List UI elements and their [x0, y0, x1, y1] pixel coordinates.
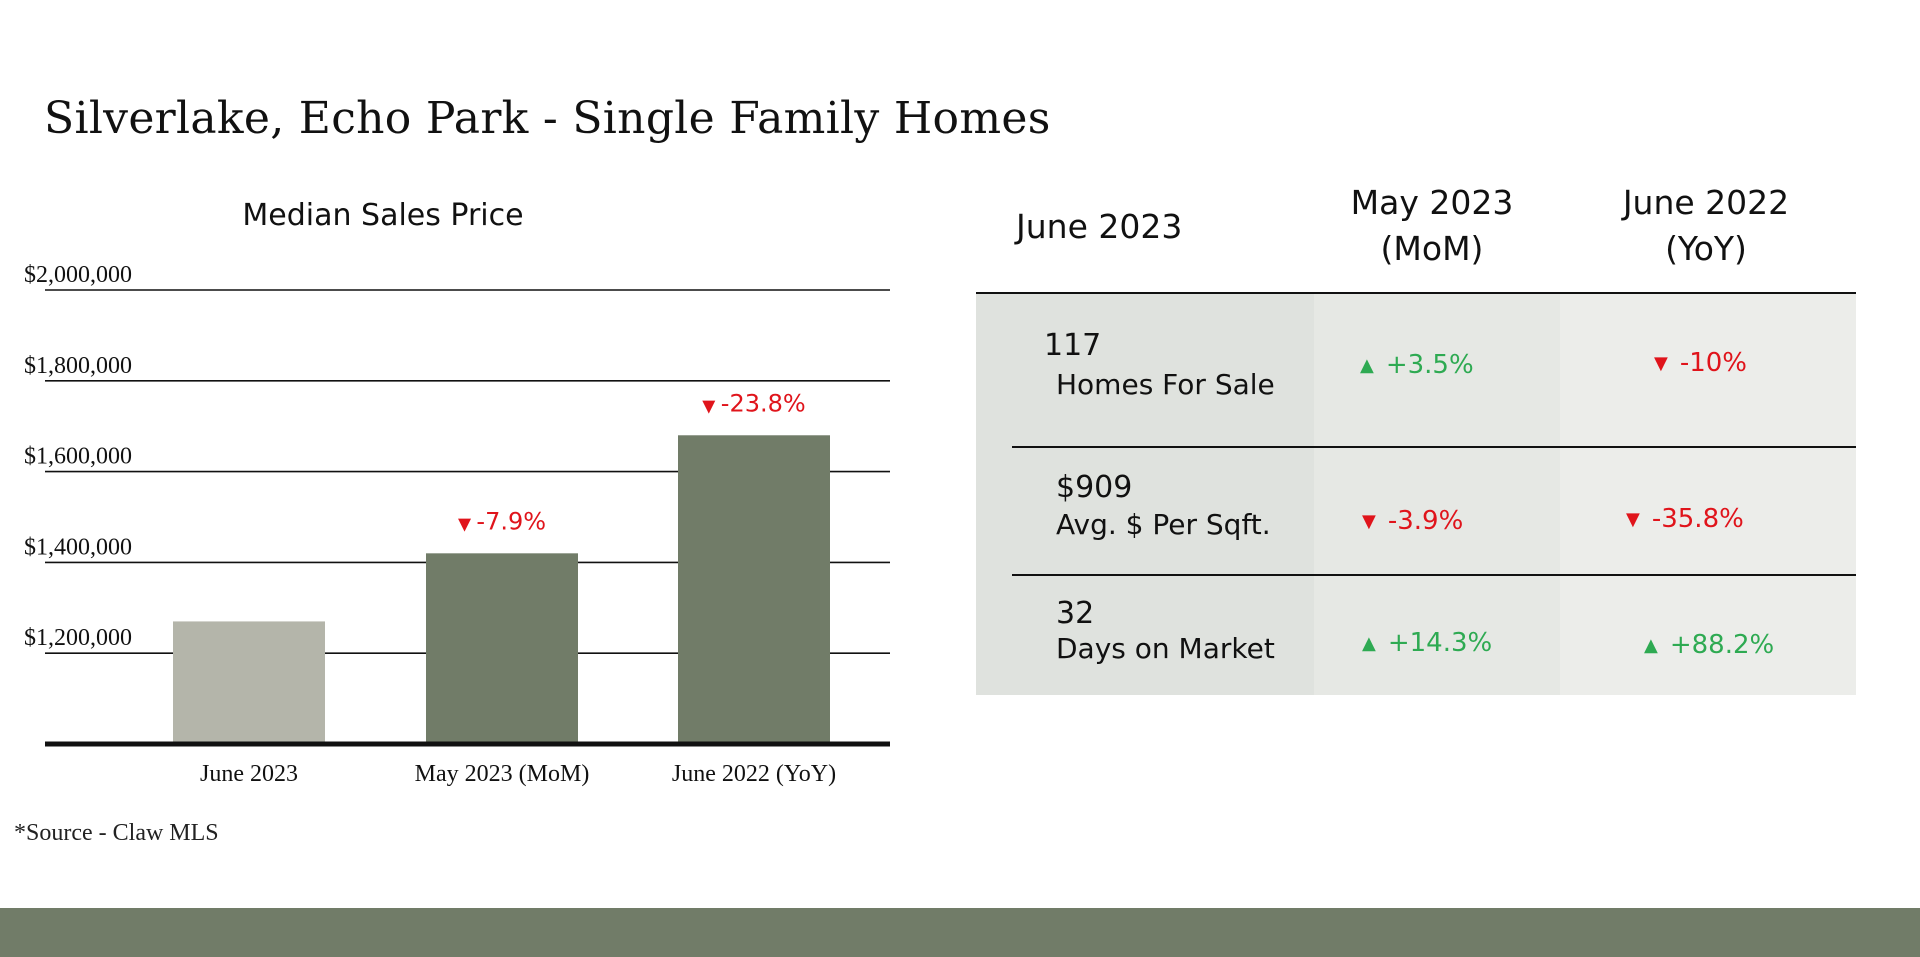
days-on-market-value: 32	[1056, 596, 1095, 631]
y-tick-label: $1,800,000	[24, 353, 132, 379]
x-tick-label: May 2023 (MoM)	[415, 761, 590, 787]
median-price-chart: Median Sales Price $1,200,000 $1,400,000 $…	[24, 198, 890, 787]
y-tick-label: $2,000,000	[24, 262, 132, 288]
price-per-sqft-value: $909	[1056, 470, 1133, 505]
price-per-sqft-mom-value: -3.9%	[1387, 506, 1464, 536]
bar	[678, 435, 830, 744]
header-yoy-suffix: (YoY)	[1665, 229, 1747, 268]
x-tick-label: June 2023	[200, 761, 298, 787]
price-per-sqft-yoy-value: -35.8%	[1651, 504, 1744, 534]
bar	[426, 553, 578, 744]
homes-for-sale-yoy-value: -10%	[1679, 348, 1748, 378]
triangle-up-icon: ▲	[1644, 634, 1658, 656]
triangle-down-icon: ▼	[458, 514, 476, 534]
data-label: ▼ -7.9%	[458, 507, 546, 535]
triangle-down-icon: ▼	[702, 396, 720, 416]
footer-bar	[0, 908, 1920, 957]
y-tick-label: $1,600,000	[24, 444, 132, 470]
y-tick-label: $1,400,000	[24, 534, 132, 560]
days-on-market-yoy-value: +88.2%	[1669, 630, 1775, 660]
price-per-sqft-yoy: ▼ -35.8%	[1626, 504, 1744, 534]
days-on-market-mom-value: +14.3%	[1387, 628, 1493, 658]
bar	[173, 621, 325, 744]
stats-table-body: 117 Homes For Sale ▲ +3.5% ▼ -10% $909 A…	[976, 294, 1856, 695]
y-tick-label: $1,200,000	[24, 625, 132, 651]
homes-for-sale-mom-value: +3.5%	[1385, 350, 1474, 380]
header-mom: May 2023 (MoM)	[1312, 180, 1552, 272]
days-on-market-label: Days on Market	[1056, 632, 1275, 665]
header-current-period: June 2023	[1016, 207, 1183, 246]
row-divider	[1012, 574, 1856, 576]
mom-column-background	[1314, 294, 1560, 695]
triangle-up-icon: ▲	[1360, 354, 1374, 376]
header-yoy: June 2022 (YoY)	[1586, 180, 1826, 272]
x-tick-label: June 2022 (YoY)	[672, 761, 836, 787]
days-on-market-yoy: ▲ +88.2%	[1644, 630, 1774, 660]
page-title: Silverlake, Echo Park - Single Family Ho…	[44, 93, 1051, 145]
yoy-column-background	[1560, 294, 1856, 695]
stats-table-header: June 2023 May 2023 (MoM) June 2022 (YoY)	[976, 180, 1856, 294]
data-label: ▼ -23.8%	[702, 389, 805, 417]
homes-for-sale-yoy: ▼ -10%	[1654, 348, 1747, 378]
homes-for-sale-value: 117	[1044, 328, 1102, 363]
header-divider	[976, 292, 1856, 294]
header-mom-period: May 2023	[1350, 183, 1514, 222]
chart-title: Median Sales Price	[242, 198, 523, 233]
triangle-down-icon: ▼	[1626, 508, 1640, 530]
header-mom-suffix: (MoM)	[1380, 229, 1484, 268]
price-per-sqft-mom: ▼ -3.9%	[1362, 506, 1463, 536]
homes-for-sale-label: Homes For Sale	[1056, 368, 1275, 401]
data-label-value: -7.9%	[476, 507, 546, 535]
source-note: *Source - Claw MLS	[14, 820, 219, 846]
days-on-market-mom: ▲ +14.3%	[1362, 628, 1492, 658]
metric-column-background	[976, 294, 1314, 695]
triangle-up-icon: ▲	[1362, 632, 1376, 654]
row-divider	[1012, 446, 1856, 448]
header-yoy-period: June 2022	[1622, 183, 1790, 222]
data-label-value: -23.8%	[721, 389, 806, 417]
homes-for-sale-mom: ▲ +3.5%	[1360, 350, 1474, 380]
price-per-sqft-label: Avg. $ Per Sqft.	[1056, 508, 1271, 541]
triangle-down-icon: ▼	[1362, 510, 1376, 532]
triangle-down-icon: ▼	[1654, 352, 1668, 374]
stats-table: June 2023 May 2023 (MoM) June 2022 (YoY)…	[976, 180, 1856, 695]
